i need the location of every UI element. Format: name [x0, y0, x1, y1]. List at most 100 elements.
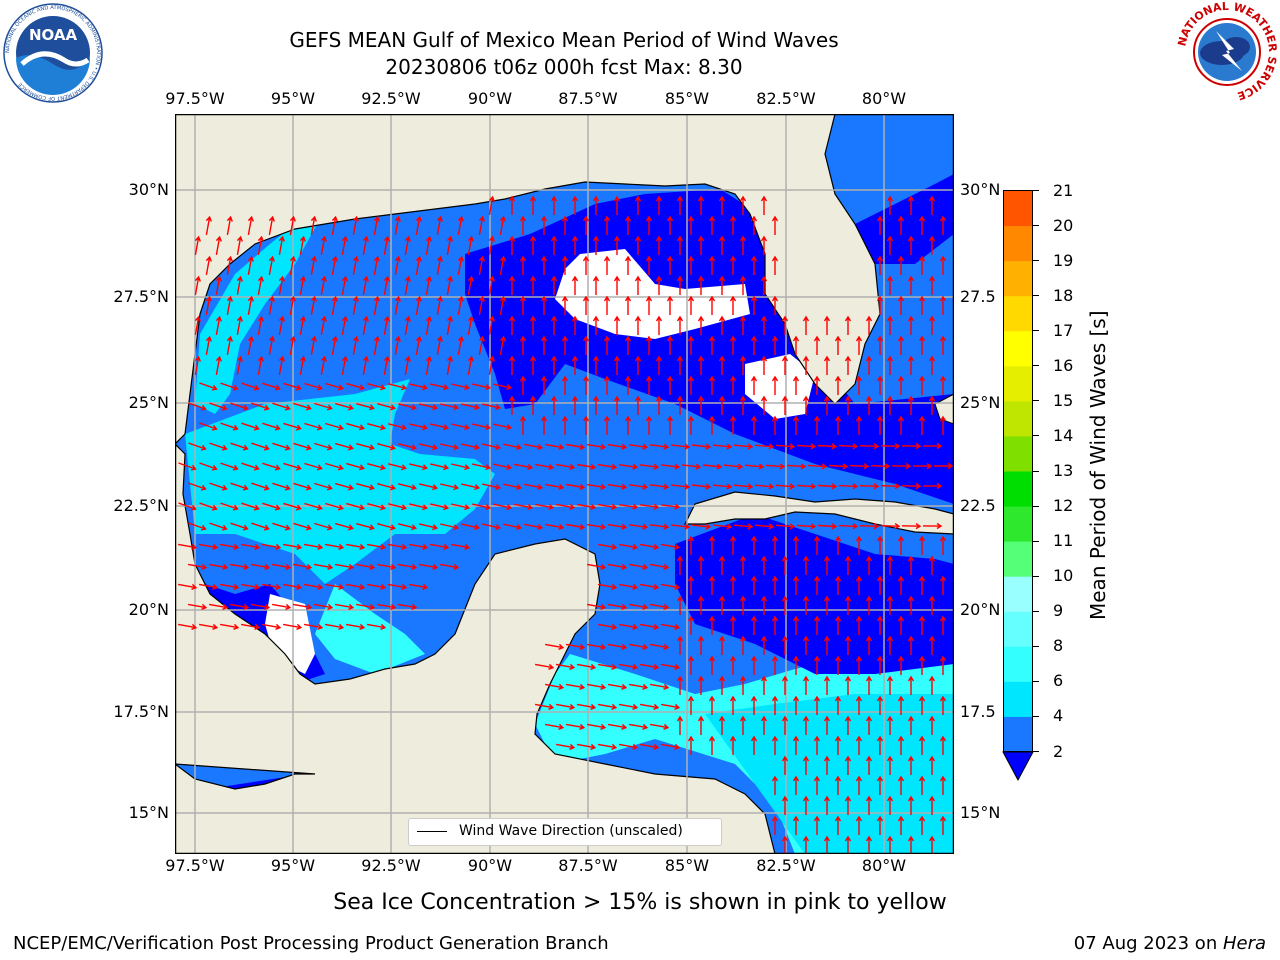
wind-wave-arrow [607, 483, 628, 490]
wind-wave-arrow [618, 583, 639, 590]
colorbar-tick-label: 20 [1053, 215, 1074, 235]
wind-wave-arrow [802, 395, 810, 415]
wind-wave-arrow [628, 523, 649, 530]
wind-wave-arrow [823, 315, 831, 335]
wind-wave-arrow [529, 315, 537, 335]
wind-wave-arrow [618, 543, 639, 550]
wind-wave-arrow [299, 275, 306, 296]
wind-wave-arrow [844, 315, 852, 335]
wind-wave-arrow [886, 595, 894, 615]
wind-wave-arrow [661, 503, 681, 510]
wind-wave-arrow [561, 255, 569, 275]
wind-wave-arrow [792, 655, 800, 675]
wind-wave-arrow [928, 275, 936, 295]
wind-wave-arrow [712, 483, 733, 490]
wind-wave-arrow [576, 703, 597, 710]
wind-wave-arrow [876, 735, 884, 755]
colorbar-tick-label: 9 [1053, 601, 1064, 621]
lat-tick-right: 27.5 [960, 287, 996, 306]
lon-tick-bottom: 82.5°W [756, 856, 816, 875]
wind-wave-arrow [697, 195, 705, 215]
wind-wave-arrow [241, 502, 260, 511]
wind-wave-arrow [918, 255, 926, 275]
wind-wave-arrow [508, 275, 516, 295]
wind-wave-arrow [283, 382, 302, 391]
wind-wave-arrow [404, 355, 411, 376]
wind-wave-arrow [257, 235, 264, 256]
wind-wave-arrow [928, 235, 936, 255]
wind-wave-arrow [576, 503, 597, 510]
lat-tick-right: 20°N [960, 600, 1001, 619]
lat-tick-right: 17.5 [960, 702, 996, 721]
wind-wave-arrow [739, 315, 747, 335]
wind-wave-arrow [341, 315, 348, 336]
wind-wave-arrow [356, 403, 375, 411]
wind-wave-arrow [934, 462, 954, 470]
wind-wave-arrow [886, 235, 894, 255]
colorbar-segment [1003, 716, 1033, 752]
wind-wave-arrow [419, 483, 439, 491]
wind-wave-arrow [771, 215, 779, 235]
wind-wave-arrow [314, 402, 333, 411]
wind-wave-arrow [230, 522, 249, 531]
wind-wave-arrow [439, 563, 460, 570]
wind-wave-arrow [739, 395, 747, 415]
colorbar-tick-mark [1033, 470, 1039, 472]
wind-wave-arrow [482, 523, 502, 531]
wind-wave-arrow [409, 383, 428, 391]
wind-wave-arrow [865, 635, 873, 655]
colorbar-tick-mark [1033, 295, 1039, 297]
wind-wave-arrow [220, 422, 239, 431]
wind-wave-arrow [781, 675, 789, 695]
wind-wave-arrow [813, 695, 821, 715]
wind-wave-arrow [760, 315, 768, 335]
wind-wave-arrow [236, 355, 243, 376]
wind-wave-arrow [550, 235, 558, 255]
wind-wave-arrow [922, 482, 943, 490]
wind-wave-arrow [697, 595, 705, 615]
wind-wave-arrow [813, 735, 821, 755]
legend-label: Wind Wave Direction (unscaled) [459, 823, 683, 839]
wind-wave-arrow [613, 355, 621, 375]
wind-wave-arrow [834, 615, 842, 635]
wind-wave-arrow [750, 215, 758, 235]
wind-wave-arrow [310, 335, 317, 356]
wind-wave-arrow [813, 535, 821, 555]
wind-wave-arrow [346, 462, 365, 471]
wind-wave-arrow [377, 523, 396, 531]
wind-wave-arrow [928, 355, 936, 375]
wind-wave-arrow [251, 522, 270, 531]
wind-wave-arrow [687, 295, 695, 315]
wind-wave-arrow [331, 255, 338, 276]
wind-wave-arrow [230, 442, 249, 451]
wind-wave-arrow [178, 462, 197, 471]
lon-tick-top: 90°W [467, 89, 513, 108]
wind-wave-arrow [834, 815, 842, 835]
wind-wave-arrow [687, 375, 695, 395]
wind-wave-arrow [928, 195, 936, 215]
wind-wave-arrow [576, 463, 597, 470]
wind-wave-arrow [771, 735, 779, 755]
wind-wave-arrow [781, 355, 789, 375]
wind-wave-arrow [586, 723, 607, 730]
wind-wave-arrow [540, 255, 548, 275]
wind-wave-arrow [571, 195, 579, 215]
wind-wave-arrow [671, 443, 691, 450]
wind-wave-arrow [786, 463, 807, 470]
wind-wave-arrow [592, 395, 600, 415]
wind-wave-arrow [760, 555, 768, 575]
wind-wave-arrow [907, 315, 915, 335]
wind-wave-arrow [524, 483, 544, 491]
wind-wave-arrow [901, 483, 922, 490]
wind-wave-arrow [750, 335, 758, 355]
wind-wave-arrow [655, 235, 663, 255]
wind-wave-arrow [708, 215, 716, 235]
wind-wave-arrow [236, 315, 243, 336]
wind-wave-arrow [331, 215, 338, 236]
wind-wave-arrow [451, 383, 471, 391]
wind-wave-arrow [760, 235, 768, 255]
wind-wave-arrow [451, 503, 471, 511]
wind-wave-arrow [907, 555, 915, 575]
wind-wave-arrow [682, 463, 702, 470]
wind-wave-arrow [571, 355, 579, 375]
